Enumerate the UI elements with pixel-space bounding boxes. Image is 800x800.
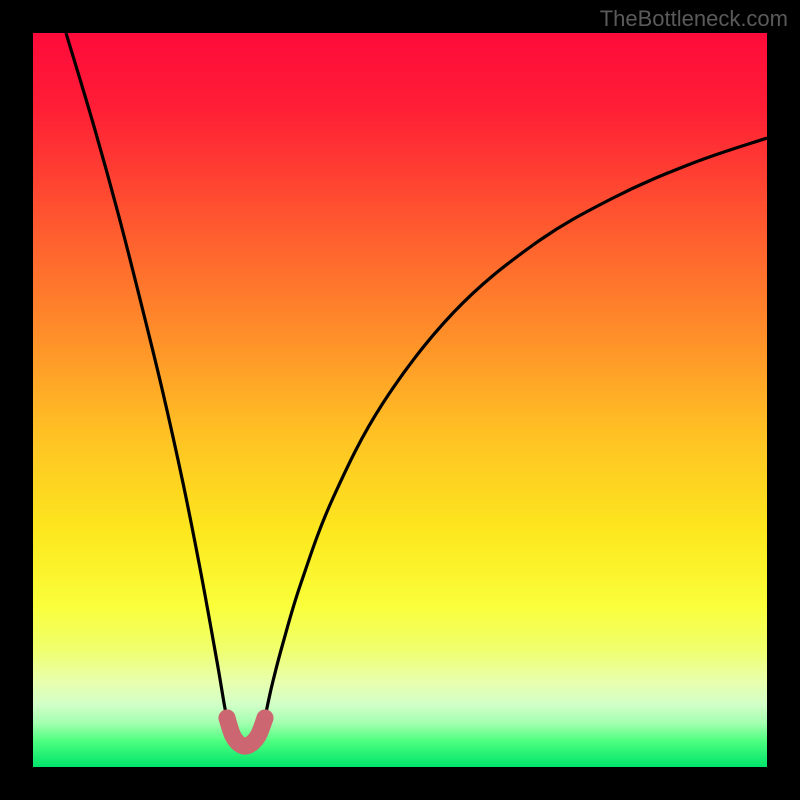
plot-area [33,33,767,767]
watermark-text: TheBottleneck.com [600,6,788,32]
curve-overlay [33,33,767,767]
chart-container: TheBottleneck.com [0,0,800,800]
